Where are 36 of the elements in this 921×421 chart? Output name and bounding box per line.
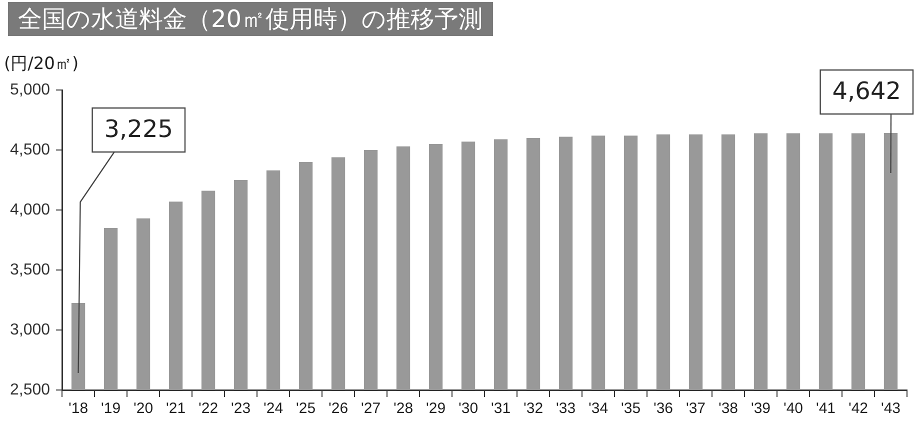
x-tick-label: '21 [166,400,186,418]
x-tick-label: '28 [393,400,414,418]
x-tick-label: '38 [718,400,738,418]
y-tick-label: 2,500 [10,381,50,398]
chart-title: 全国の水道料金（20㎡使用時）の推移予測 [8,2,493,36]
x-tick-label: '29 [426,400,446,418]
x-tick-label: '41 [816,400,836,418]
data-label: 4,642 [832,77,902,106]
x-tick-label: '22 [198,400,218,418]
x-tick-label: '42 [848,400,868,418]
x-tick-label: '23 [231,400,251,418]
data-label: 3,225 [104,115,173,144]
y-tick-label: 3,000 [10,321,50,338]
x-tick-label: '32 [523,400,544,418]
y-tick-label: 4,500 [10,141,50,158]
x-tick-label: '20 [134,400,154,418]
x-tick-label: '43 [880,400,901,418]
y-tick-label: 3,500 [10,261,50,278]
x-tick-label: '40 [783,400,804,418]
y-tick-label: 4,000 [10,201,50,218]
x-tick-label: '34 [588,400,608,418]
x-tick-label: '19 [101,400,121,418]
x-tick-label: '26 [328,400,348,418]
x-tick-label: '31 [490,400,511,418]
x-tick-label: '24 [264,400,284,418]
x-tick-label: '25 [296,400,316,418]
y-axis-title: (円/20㎡) [4,53,79,75]
x-tick-label: '36 [653,400,674,418]
x-tick-label: '30 [458,400,478,418]
x-tick-label: '18 [68,400,88,418]
x-tick-label: '37 [686,400,706,418]
x-tick-label: '35 [620,400,641,418]
x-tick-label: '39 [750,400,771,418]
y-tick-label: 5,000 [10,81,50,98]
x-tick-label: '33 [556,400,576,418]
x-tick-label: '27 [360,400,381,418]
